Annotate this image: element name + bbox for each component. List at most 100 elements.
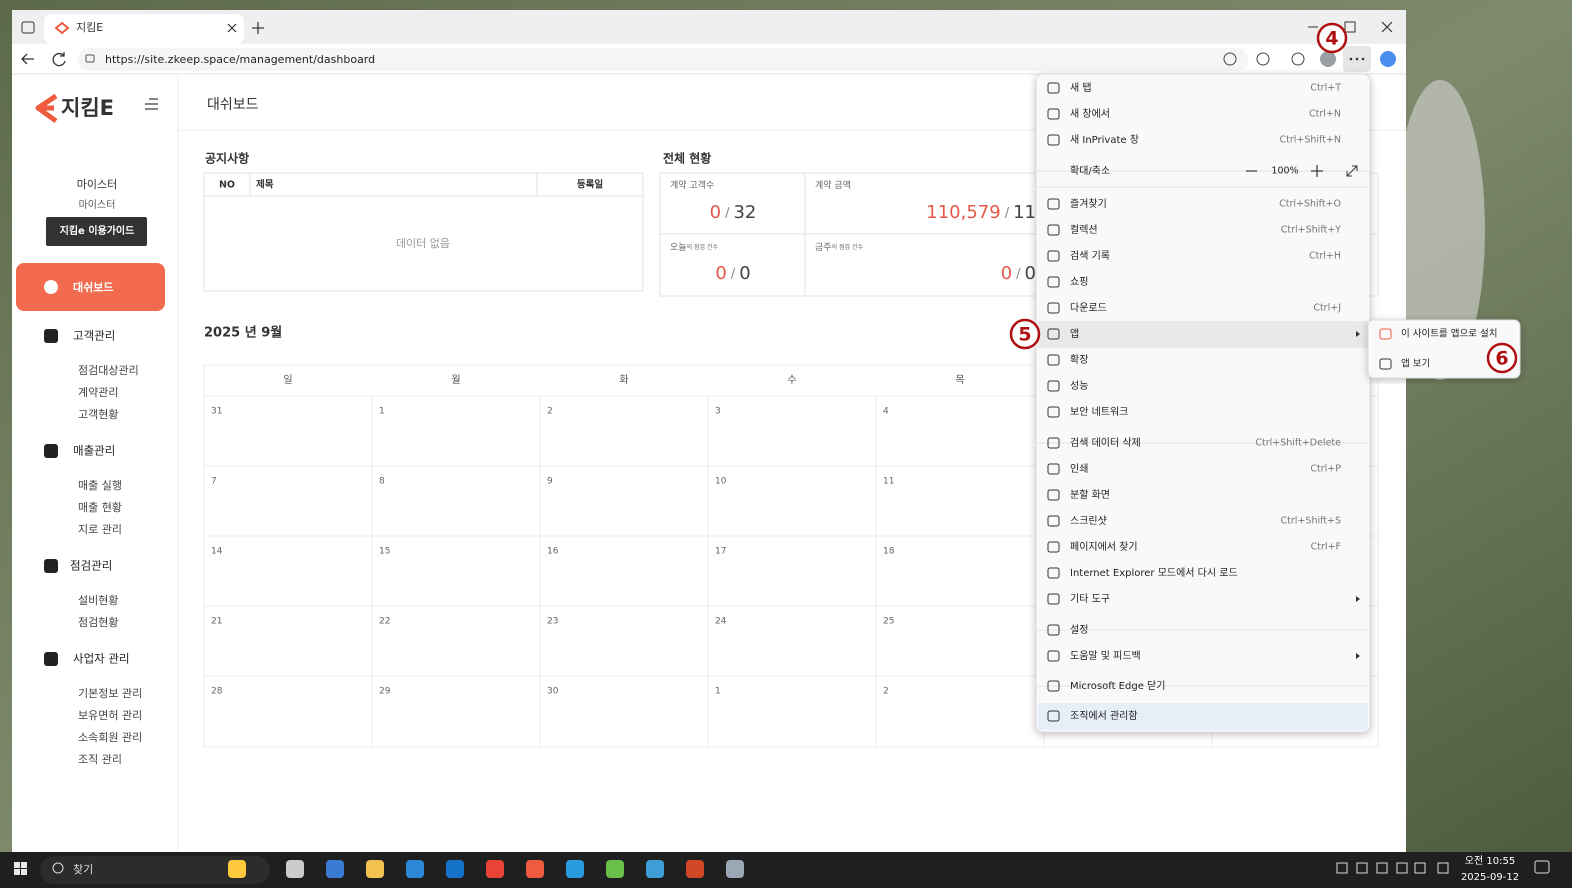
calendar-date[interactable]: 11 xyxy=(883,477,894,487)
toolbar-icon[interactable] xyxy=(1223,52,1237,66)
menu-group[interactable]: 매출관리 xyxy=(73,444,115,458)
maximize[interactable] xyxy=(1344,21,1356,33)
menu-item[interactable]: 조직에서 관리함 xyxy=(1070,710,1138,722)
menu-item[interactable]: 점검현황 xyxy=(78,616,118,629)
toolbar-icon[interactable] xyxy=(1256,52,1270,66)
menu-item[interactable]: 성능 xyxy=(1070,380,1088,392)
calendar-date[interactable]: 7 xyxy=(211,477,217,487)
tab-actions-icon[interactable] xyxy=(21,21,35,34)
menu-group[interactable]: 사업자 관리 xyxy=(73,652,130,666)
taskbar-app[interactable] xyxy=(686,860,704,878)
taskbar-app[interactable] xyxy=(526,860,544,878)
calendar-date[interactable]: 30 xyxy=(547,687,559,697)
address-bar[interactable] xyxy=(78,48,1248,71)
menu-item[interactable]: 설정 xyxy=(1070,624,1088,636)
calendar-date[interactable]: 9 xyxy=(547,477,553,487)
calendar-date[interactable]: 28 xyxy=(211,687,223,697)
profile-button[interactable] xyxy=(1320,51,1336,67)
menu-item[interactable]: 기본정보 관리 xyxy=(78,687,142,700)
search-box[interactable] xyxy=(40,856,270,884)
submenu-item[interactable]: 앱 보기 xyxy=(1401,358,1430,370)
calendar-date[interactable]: 2 xyxy=(547,407,553,417)
menu-item[interactable]: Internet Explorer 모드에서 다시 로드 xyxy=(1070,567,1238,579)
taskbar-app[interactable] xyxy=(726,860,744,878)
search-placeholder[interactable]: 찾기 xyxy=(73,863,93,876)
calendar-date[interactable]: 17 xyxy=(715,547,726,557)
taskbar-app[interactable] xyxy=(606,860,624,878)
start-button[interactable] xyxy=(14,869,20,875)
url[interactable]: https://site.zkeep.space/management/dash… xyxy=(105,53,375,66)
menu-item[interactable]: 새 탭 xyxy=(1070,82,1092,94)
calendar-date[interactable]: 25 xyxy=(883,617,894,627)
menu-item[interactable]: 검색 기록 xyxy=(1070,250,1110,262)
menu-item[interactable]: 앱 xyxy=(1070,328,1079,340)
calendar-date[interactable]: 3 xyxy=(715,407,721,417)
menu-item[interactable]: 소속회원 관리 xyxy=(78,731,142,744)
guide-button[interactable] xyxy=(46,217,147,246)
calendar-date[interactable]: 15 xyxy=(379,547,390,557)
calendar-date[interactable]: 10 xyxy=(715,477,727,487)
calendar-date[interactable]: 1 xyxy=(379,407,385,417)
menu-item[interactable]: 점검대상관리 xyxy=(78,364,139,377)
taskbar-app[interactable] xyxy=(446,860,464,878)
menu-item[interactable]: 매출 현황 xyxy=(78,501,122,514)
menu-item[interactable]: 검색 데이터 삭제 xyxy=(1070,437,1141,449)
menu-group[interactable]: 고객관리 xyxy=(73,329,115,343)
submenu-item[interactable]: 이 사이트를 앱으로 설치 xyxy=(1401,328,1497,340)
calendar-date[interactable]: 1 xyxy=(715,687,721,697)
taskbar-app[interactable] xyxy=(566,860,584,878)
menu-group[interactable]: 점검관리 xyxy=(70,559,112,573)
menu-item[interactable]: 확장 xyxy=(1070,354,1088,366)
menu-item[interactable]: 설비현황 xyxy=(78,594,118,607)
taskbar-app[interactable] xyxy=(646,860,664,878)
toolbar-icon[interactable] xyxy=(1291,52,1305,66)
calendar-date[interactable]: 23 xyxy=(547,617,558,627)
calendar-date[interactable]: 2 xyxy=(883,687,889,697)
menu-item[interactable]: 기타 도구 xyxy=(1070,593,1110,605)
menu-item[interactable]: 새 InPrivate 창 xyxy=(1070,134,1139,146)
calendar-date[interactable]: 4 xyxy=(883,407,889,417)
menu-item[interactable]: 컬렉션 xyxy=(1070,223,1098,236)
menu-item[interactable]: 쇼핑 xyxy=(1070,276,1088,288)
menu-item[interactable]: 다운로드 xyxy=(1070,302,1107,314)
tab[interactable] xyxy=(44,14,244,44)
taskbar-app[interactable] xyxy=(228,860,246,878)
active-menu[interactable] xyxy=(16,263,165,311)
menu-item[interactable]: 새 창에서 xyxy=(1070,108,1110,120)
calendar-date[interactable]: 29 xyxy=(379,687,391,697)
calendar-date[interactable]: 21 xyxy=(211,617,222,627)
calendar-date[interactable]: 31 xyxy=(211,407,222,417)
calendar-date[interactable]: 22 xyxy=(379,617,390,627)
active-menu-label[interactable]: 대쉬보드 xyxy=(73,280,113,294)
notification-button[interactable] xyxy=(1534,860,1550,874)
taskbar-app[interactable] xyxy=(326,860,344,878)
guide-button-label[interactable]: 지킴e 이용가이드 xyxy=(60,224,135,237)
calendar-date[interactable]: 14 xyxy=(211,547,223,557)
taskbar-app[interactable] xyxy=(486,860,504,878)
menu-item[interactable]: 도움말 및 피드백 xyxy=(1070,650,1141,662)
menu-item[interactable]: 계약관리 xyxy=(78,385,118,399)
taskbar-app[interactable] xyxy=(286,860,304,878)
menu-item[interactable]: 페이지에서 찾기 xyxy=(1070,541,1138,553)
menu-item[interactable]: 고객현황 xyxy=(78,408,118,421)
menu-item[interactable]: 조직 관리 xyxy=(78,753,122,766)
refresh-button[interactable] xyxy=(52,52,66,67)
calendar-date[interactable]: 8 xyxy=(379,477,385,487)
menu-item[interactable]: 인쇄 xyxy=(1070,463,1088,475)
taskbar-app[interactable] xyxy=(366,860,384,878)
start-button[interactable] xyxy=(21,862,27,868)
menu-item[interactable]: 즐겨찾기 xyxy=(1070,198,1107,210)
taskbar-app[interactable] xyxy=(406,860,424,878)
calendar-date[interactable]: 24 xyxy=(715,617,727,627)
menu-item[interactable]: 지로 관리 xyxy=(78,523,122,536)
menu-item[interactable]: 보유면허 관리 xyxy=(78,709,142,722)
menu-item[interactable]: Microsoft Edge 닫기 xyxy=(1070,680,1165,692)
start-button[interactable] xyxy=(14,862,20,868)
start-button[interactable] xyxy=(21,869,27,875)
back-button[interactable] xyxy=(21,53,34,65)
tab-title[interactable]: 지킴E xyxy=(76,21,103,34)
menu-item[interactable]: 분할 화면 xyxy=(1070,489,1110,501)
menu-item[interactable]: 보안 네트워크 xyxy=(1070,405,1128,418)
copilot-button[interactable] xyxy=(1380,51,1396,67)
menu-item[interactable]: 스크린샷 xyxy=(1070,515,1107,527)
